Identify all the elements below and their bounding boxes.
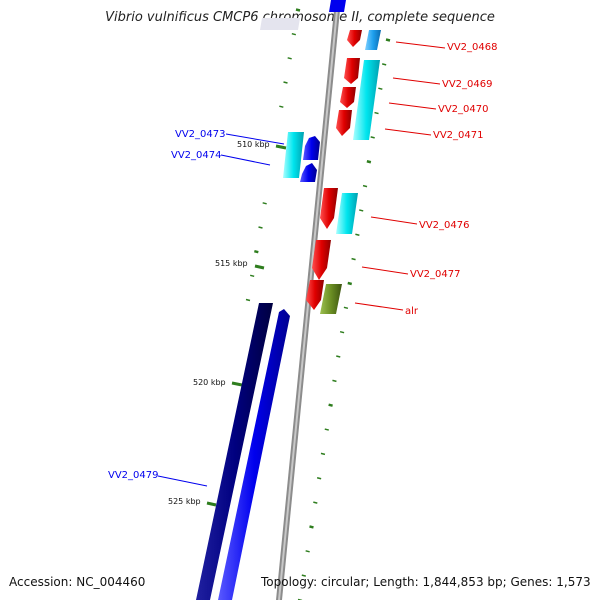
minor-tick bbox=[378, 87, 383, 90]
minor-tick bbox=[385, 38, 391, 42]
minor-tick bbox=[249, 274, 255, 278]
topology-label: Topology: circular; Length: 1,844,853 bp… bbox=[261, 575, 591, 589]
gene-label-vv2-0468[interactable]: VV2_0468 bbox=[447, 42, 498, 53]
gene-vv2-0468-sky bbox=[365, 30, 381, 50]
major-tick-510 bbox=[275, 144, 287, 150]
minor-tick bbox=[355, 233, 360, 237]
minor-tick bbox=[370, 136, 375, 139]
gene-label-vv2-0471[interactable]: VV2_0471 bbox=[433, 130, 484, 141]
label-lines-left bbox=[157, 133, 285, 487]
minor-tick bbox=[381, 63, 387, 66]
gene-vv2-0470-red bbox=[340, 87, 356, 108]
minor-tick bbox=[343, 306, 349, 310]
gene-vv2-0479-blue bbox=[218, 309, 290, 600]
minor-ticks-left bbox=[245, 8, 301, 302]
minor-tick bbox=[336, 355, 341, 358]
gene-vv2-0473-cyan bbox=[283, 132, 304, 178]
tick-label-510: 510 kbp bbox=[237, 140, 270, 149]
gene-vv2-0477-red bbox=[312, 240, 331, 280]
minor-tick bbox=[324, 428, 329, 431]
map-title: Vibrio vulnificus CMCP6 chromosome II, c… bbox=[105, 10, 495, 25]
minor-tick bbox=[245, 298, 251, 302]
gene-vv2-0476-red bbox=[320, 188, 338, 229]
gene-label-vv2-0476[interactable]: VV2_0476 bbox=[419, 220, 470, 231]
minor-tick bbox=[351, 257, 356, 261]
minor-tick bbox=[279, 105, 284, 108]
faint-top-gene bbox=[260, 18, 300, 30]
gene-alr-red bbox=[306, 280, 324, 310]
minor-tick bbox=[339, 330, 345, 334]
gene-vv2-0476-cyan bbox=[336, 193, 358, 234]
minor-tick bbox=[283, 81, 288, 84]
gene-alr-olive bbox=[320, 284, 342, 314]
minor-tick bbox=[332, 379, 337, 383]
gene-vv2-0473-blue bbox=[303, 136, 320, 160]
minor-tick bbox=[359, 209, 364, 212]
gene-label-vv2-0474[interactable]: VV2_0474 bbox=[171, 150, 222, 161]
minor-tick bbox=[262, 202, 267, 205]
major-tick-525 bbox=[206, 501, 217, 507]
minor-tick bbox=[258, 226, 263, 229]
gene-label-vv2-0473[interactable]: VV2_0473 bbox=[175, 129, 226, 140]
minor-tick bbox=[313, 501, 318, 504]
faint-top-gene-2 bbox=[329, 0, 346, 12]
gene-vv2-0474-blue bbox=[300, 163, 317, 182]
minor-tick bbox=[309, 525, 314, 529]
minor-tick bbox=[254, 249, 259, 254]
minor-tick bbox=[374, 111, 379, 115]
gene-label-vv2-0469[interactable]: VV2_0469 bbox=[442, 79, 493, 90]
gene-vv2-0469-cyan bbox=[353, 60, 380, 140]
gene-vv2-0468-red bbox=[347, 30, 362, 47]
gene-label-alr[interactable]: alr bbox=[405, 306, 419, 317]
minor-tick bbox=[301, 574, 307, 577]
gene-vv2-0471-red bbox=[336, 110, 352, 136]
minor-tick bbox=[305, 550, 310, 553]
major-tick-520 bbox=[231, 381, 243, 387]
minor-ticks-right bbox=[297, 38, 391, 600]
major-tick-515 bbox=[254, 264, 265, 270]
minor-tick bbox=[295, 8, 301, 12]
tick-label-520: 520 kbp bbox=[193, 378, 226, 387]
gene-vv2-0469-red bbox=[344, 58, 360, 84]
minor-tick bbox=[316, 477, 322, 480]
minor-tick bbox=[328, 403, 333, 407]
minor-tick bbox=[362, 184, 368, 188]
minor-tick bbox=[291, 32, 297, 36]
minor-tick bbox=[320, 452, 326, 456]
accession-label: Accession: NC_004460 bbox=[9, 575, 146, 589]
label-lines-right bbox=[354, 41, 446, 311]
minor-tick bbox=[347, 281, 353, 286]
minor-tick bbox=[366, 160, 372, 164]
tick-label-525: 525 kbp bbox=[168, 497, 201, 506]
gene-label-vv2-0470[interactable]: VV2_0470 bbox=[438, 104, 489, 115]
gene-label-vv2-0479[interactable]: VV2_0479 bbox=[108, 470, 159, 481]
tick-label-515: 515 kbp bbox=[215, 259, 248, 268]
gene-label-vv2-0477[interactable]: VV2_0477 bbox=[410, 269, 461, 280]
gene-vv2-0479-navy bbox=[196, 303, 273, 600]
minor-tick bbox=[287, 57, 292, 60]
